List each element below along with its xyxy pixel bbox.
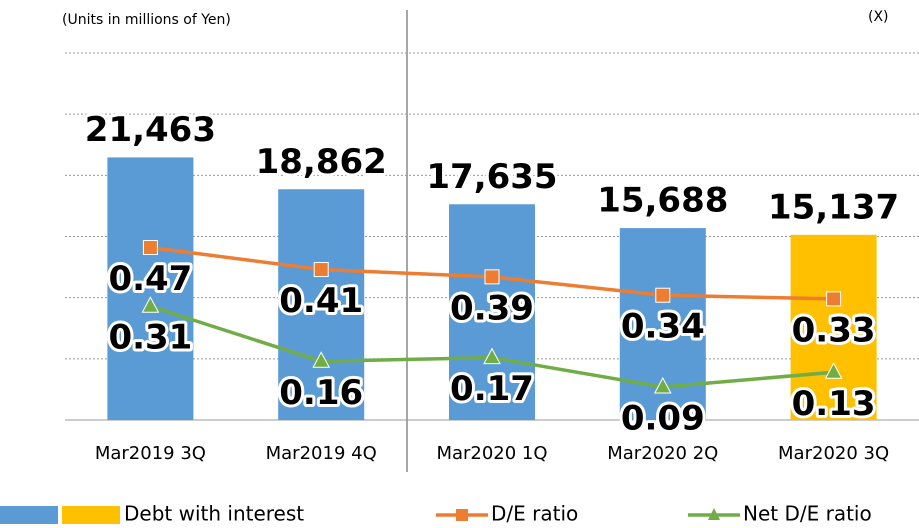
marker xyxy=(483,347,501,365)
legend-swatch xyxy=(0,506,58,524)
legend-marker xyxy=(456,509,468,521)
x-tick-label: Mar2020 2Q xyxy=(607,443,718,464)
legend-marker xyxy=(708,508,720,520)
line-value-label: 0.09 xyxy=(621,398,705,438)
x-tick-label: Mar2019 3Q xyxy=(95,443,206,464)
x-tick-label: Mar2020 3Q xyxy=(778,443,889,464)
legend-label: D/E ratio xyxy=(491,502,578,526)
legend-swatch xyxy=(62,506,120,524)
marker xyxy=(653,376,672,394)
x-tick-label: Mar2019 4Q xyxy=(266,443,377,464)
marker xyxy=(826,291,842,307)
marker xyxy=(142,240,158,256)
line-value-label: 0.47 xyxy=(108,259,192,299)
legend-item: Net D/E ratio xyxy=(688,502,872,526)
y2-unit: (X) xyxy=(868,9,889,25)
bar-value-label: 18,862 xyxy=(256,142,387,182)
line-value-label: 0.13 xyxy=(792,384,876,424)
line-value-label: 0.41 xyxy=(279,281,363,321)
marker xyxy=(655,287,671,303)
bar xyxy=(449,204,535,420)
bar-value-label: 17,635 xyxy=(426,157,557,197)
line-value-label: 0.34 xyxy=(621,307,705,347)
bar-value-label: 21,463 xyxy=(85,110,216,150)
line-value-label: 0.31 xyxy=(108,318,192,358)
marker xyxy=(313,262,329,278)
line-value-label: 0.16 xyxy=(279,373,363,413)
legend-item: Debt with interest xyxy=(0,502,304,526)
marker xyxy=(824,362,843,379)
legend-label: Net D/E ratio xyxy=(743,502,872,526)
x-tick-label: Mar2020 1Q xyxy=(436,443,547,464)
line-value-label: 0.33 xyxy=(792,310,876,350)
legend-item: D/E ratio xyxy=(436,502,578,526)
bar xyxy=(790,234,877,420)
line-value-label: 0.39 xyxy=(450,288,534,328)
legend-label: Debt with interest xyxy=(124,502,304,526)
bar-value-label: 15,688 xyxy=(597,181,728,221)
marker xyxy=(312,351,331,368)
line-value-label: 0.17 xyxy=(450,369,534,409)
bar-value-label: 15,137 xyxy=(768,187,899,227)
bar xyxy=(278,189,365,420)
bar xyxy=(107,157,194,420)
marker xyxy=(141,296,160,313)
marker xyxy=(484,269,500,285)
units-note: (Units in millions of Yen) xyxy=(62,12,231,28)
